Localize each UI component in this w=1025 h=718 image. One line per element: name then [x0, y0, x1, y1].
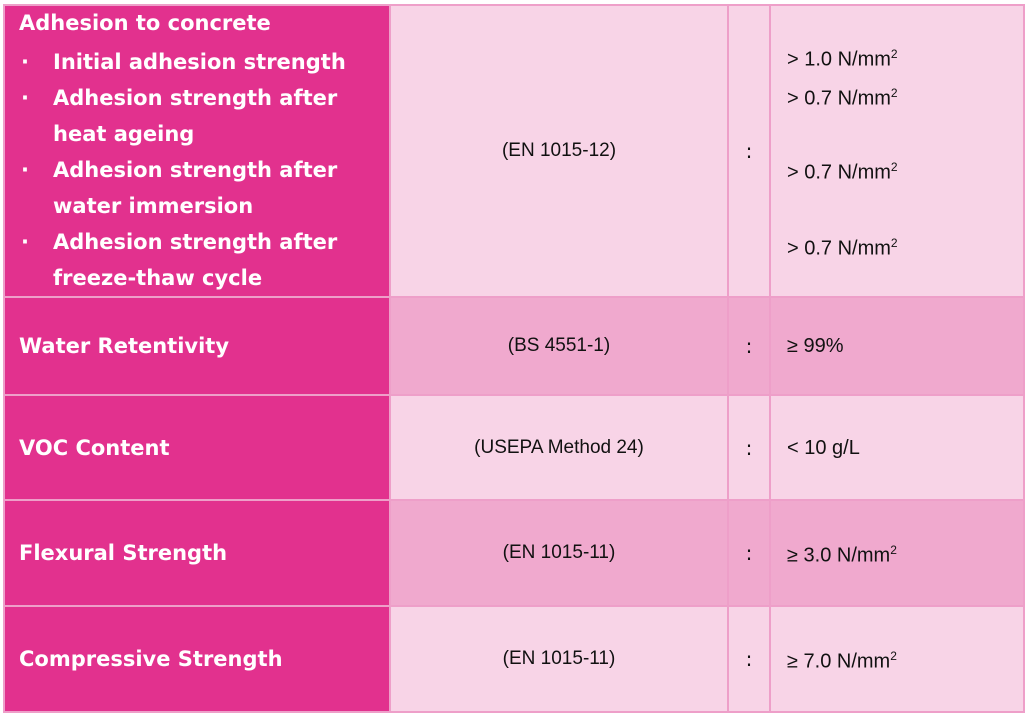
value-cell: ≥ 3.0 N/mm2: [769, 499, 1025, 607]
separator-cell: :: [727, 4, 771, 298]
standard: (EN 1015-11): [502, 542, 616, 563]
separator: :: [745, 139, 753, 163]
table-row: VOC Content (USEPA Method 24): < 10 g/L: [3, 394, 1025, 501]
value-superscript: 2: [890, 235, 898, 250]
value: < 10 g/L: [787, 431, 1023, 465]
property-cell: Compressive Strength: [3, 605, 391, 713]
separator-cell: :: [727, 605, 771, 713]
value-superscript: 2: [890, 649, 897, 664]
standard: (USEPA Method 24): [474, 436, 644, 458]
property-title: Adhesion to concrete: [19, 11, 271, 35]
standard: (BS 4551-1): [507, 335, 611, 356]
value-text: ≥ 3.0 N/mm: [787, 544, 891, 567]
standard-cell: (EN 1015-11): [389, 605, 729, 713]
separator: :: [745, 541, 753, 565]
value-cell: ≥ 7.0 N/mm2: [769, 605, 1025, 713]
property-cell: Water Retentivity: [3, 296, 391, 396]
value-text: > 0.7 N/mm: [787, 88, 891, 110]
standard-cell: (EN 1015-12): [389, 4, 729, 298]
standard-cell: (BS 4551-1): [389, 296, 729, 396]
property-cell: VOC Content: [3, 394, 391, 501]
value-text: < 10 g/L: [787, 436, 860, 459]
property-item: Adhesion strength after freeze-thaw cycl…: [19, 224, 389, 296]
property-cell: Flexural Strength: [3, 499, 391, 607]
value-cell: ≥ 99%: [769, 296, 1025, 396]
table-row: Flexural Strength (EN 1015-11): ≥ 3.0 N/mm…: [3, 499, 1025, 607]
value-text: > 0.7 N/mm: [787, 237, 891, 260]
value-superscript: 2: [890, 46, 898, 61]
property-items: Initial adhesion strengthAdhesion streng…: [19, 44, 389, 296]
value-cell: < 10 g/L: [769, 394, 1025, 501]
value: > 0.7 N/mm2: [787, 150, 1023, 190]
table-row: Adhesion to concrete Initial adhesion str…: [3, 4, 1025, 298]
value-text: ≥ 99%: [787, 335, 844, 357]
standard: (EN 1015-12): [501, 140, 617, 161]
property-item: Adhesion strength after heat ageing: [19, 80, 389, 152]
value: ≥ 3.0 N/mm2: [787, 533, 1023, 573]
value-superscript: 2: [890, 543, 897, 558]
separator: :: [745, 647, 753, 671]
property-title: Compressive Strength: [19, 647, 283, 671]
separator-cell: :: [727, 499, 771, 607]
value-text: > 0.7 N/mm: [787, 161, 891, 184]
property-item: Adhesion strength after water immersion: [19, 152, 389, 224]
separator-cell: :: [727, 394, 771, 501]
property-item: Initial adhesion strength: [19, 44, 389, 80]
property-cell: Adhesion to concrete Initial adhesion str…: [3, 4, 391, 298]
value: ≥ 7.0 N/mm2: [787, 639, 1023, 679]
separator-cell: :: [727, 296, 771, 396]
standard: (EN 1015-11): [502, 648, 616, 669]
table-row: Water Retentivity (BS 4551-1): ≥ 99%: [3, 296, 1025, 396]
value-superscript: 2: [890, 160, 898, 174]
separator: :: [745, 435, 753, 460]
value-text: ≥ 7.0 N/mm: [787, 650, 891, 673]
property-title: VOC Content: [19, 435, 170, 460]
value: ≥ 99%: [787, 329, 1023, 363]
value: > 0.7 N/mm2: [787, 226, 1023, 266]
value: > 0.7 N/mm2: [787, 76, 1023, 116]
standard-cell: (USEPA Method 24): [389, 394, 729, 501]
standard-cell: (EN 1015-11): [389, 499, 729, 607]
table-row: Compressive Strength (EN 1015-11): ≥ 7.0 N…: [3, 605, 1025, 713]
property-title: Water Retentivity: [19, 334, 230, 358]
value-text: > 1.0 N/mm: [787, 48, 891, 71]
spec-table: Adhesion to concrete Initial adhesion str…: [3, 4, 1025, 713]
separator: :: [745, 334, 753, 358]
value-cell: > 1.0 N/mm2 > 0.7 N/mm2 > 0.7 N/mm2 > 0.7 N…: [769, 4, 1025, 298]
value-superscript: 2: [890, 86, 898, 101]
property-title: Flexural Strength: [19, 541, 228, 565]
value: > 1.0 N/mm2: [787, 37, 1023, 77]
